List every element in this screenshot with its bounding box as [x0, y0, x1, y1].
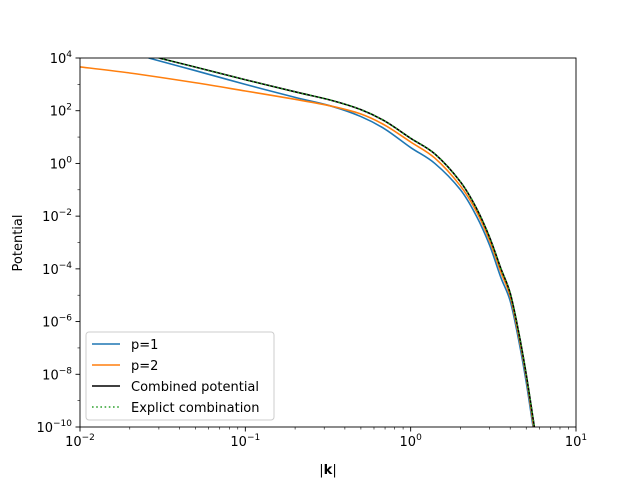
- legend-label: p=1: [131, 338, 158, 353]
- x-axis-label: |k|: [319, 463, 336, 478]
- x-tick-label: 10−2: [65, 433, 95, 450]
- legend-item-p2: p=2: [92, 359, 158, 374]
- series-line-p-1: [148, 58, 534, 427]
- legend-label: Combined potential: [131, 380, 259, 395]
- y-tick-label: 104: [50, 50, 73, 67]
- y-tick-label: 10−2: [42, 208, 72, 225]
- legend-item-explicit: Explict combination: [92, 401, 260, 416]
- legend-box: [85, 331, 275, 421]
- plot-frame: [79, 57, 577, 428]
- y-tick-label: 100: [50, 155, 73, 172]
- x-axis-ticks: 10−2 10−1 100 101: [65, 427, 587, 450]
- y-axis-ticks: 104 102 100 10−2 10−4 10−6 10−8 10−10: [36, 50, 80, 436]
- series-line-explict-combination: [158, 58, 536, 427]
- y-tick-label: 102: [50, 103, 72, 120]
- x-tick-label: 10−1: [230, 433, 260, 450]
- y-tick-label: 10−10: [36, 419, 72, 436]
- legend: p=1 p=2 Combined potential Explict combi…: [85, 331, 275, 421]
- y-tick-label: 10−4: [42, 261, 72, 278]
- series-layer: [80, 58, 536, 427]
- series-line-p-2: [80, 66, 535, 427]
- legend-label: Explict combination: [131, 401, 260, 416]
- y-tick-label: 10−8: [42, 366, 72, 383]
- legend-item-p1: p=1: [92, 338, 158, 353]
- y-axis-label: Potential: [11, 215, 26, 272]
- legend-item-combined: Combined potential: [92, 380, 259, 395]
- x-tick-label: 100: [400, 433, 423, 450]
- x-tick-label: 101: [565, 433, 587, 450]
- legend-label: p=2: [131, 359, 158, 374]
- y-tick-label: 10−6: [42, 314, 72, 331]
